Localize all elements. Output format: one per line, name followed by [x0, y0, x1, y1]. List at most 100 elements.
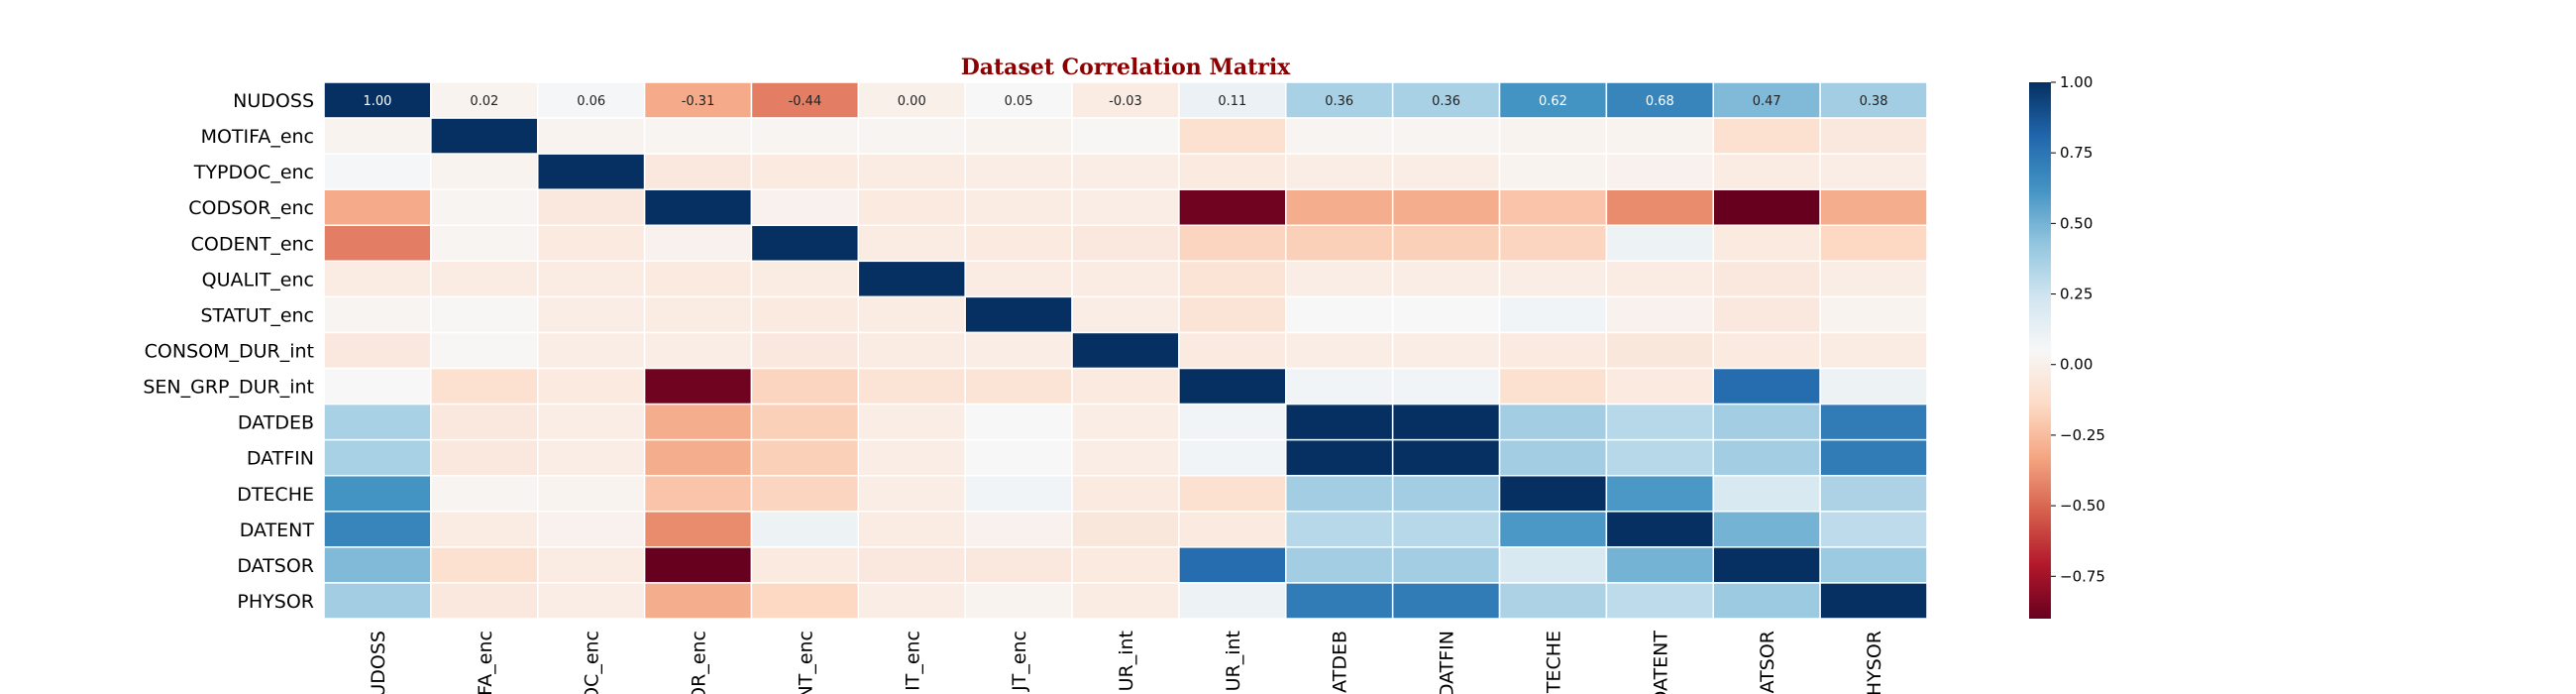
- cell-annotation: 0.47: [1753, 94, 1781, 109]
- heatmap-cell: [323, 260, 432, 298]
- heatmap-cell: [1712, 224, 1821, 263]
- heatmap-cell: [750, 403, 860, 441]
- heatmap-cell: [323, 224, 432, 263]
- heatmap-cell: [1498, 438, 1608, 477]
- heatmap-cell: [1391, 474, 1501, 513]
- heatmap-cell: [1178, 117, 1287, 155]
- x-tick-label: IT_enc: [902, 631, 923, 691]
- heatmap-cell: [323, 367, 432, 405]
- heatmap-cell: [1605, 295, 1715, 334]
- cell-annotation: -0.03: [1109, 94, 1142, 109]
- heatmap-cell: [323, 81, 432, 119]
- heatmap-cell: [1498, 153, 1608, 190]
- heatmap-cell: [1819, 438, 1928, 477]
- heatmap-cell: [643, 188, 753, 227]
- heatmap-cell: [857, 260, 966, 298]
- heatmap-cell: [536, 474, 646, 513]
- x-axis-tick-labels: UDOSS FA_enc OC_enc OR_enc NT_enc IT_enc JT_en…: [368, 631, 1885, 694]
- colorbar-tick-label: 1.00: [2060, 73, 2093, 91]
- heatmap-cell: [1712, 295, 1821, 334]
- colorbar-tick-label: 0.25: [2060, 286, 2093, 303]
- heatmap-cell: [1285, 367, 1394, 405]
- cell-annotation: -0.44: [789, 94, 822, 109]
- heatmap-cell: [1712, 582, 1821, 620]
- heatmap-cell: [323, 582, 432, 620]
- heatmap-cell: [750, 117, 860, 155]
- heatmap-cell: [1391, 260, 1501, 298]
- heatmap-cell: [1605, 474, 1715, 513]
- heatmap-cell: [536, 224, 646, 263]
- heatmap-cell: [323, 188, 432, 227]
- heatmap-cell: [643, 511, 753, 548]
- heatmap-cell: [1071, 403, 1180, 441]
- x-tick-label: TECHE: [1543, 631, 1564, 694]
- heatmap-cell: [430, 331, 539, 370]
- cell-annotation: 0.02: [470, 94, 498, 109]
- heatmap-cell: [1498, 188, 1608, 227]
- heatmap-cell: [1391, 331, 1501, 370]
- heatmap-cell: [1605, 582, 1715, 620]
- heatmap-cell: [1605, 511, 1715, 548]
- heatmap-cell: [964, 188, 1073, 227]
- heatmap-cell: [857, 546, 966, 584]
- cell-annotation: 0.00: [898, 94, 926, 109]
- heatmap-cell: [857, 153, 966, 190]
- heatmap-cell: [857, 224, 966, 263]
- heatmap-cell: [1391, 188, 1501, 227]
- heatmap-cell: [1712, 367, 1821, 405]
- x-tick-label: DATENT: [1650, 631, 1671, 694]
- heatmap-cell: [857, 117, 966, 155]
- heatmap-cell: [643, 295, 753, 334]
- y-tick-label: SEN_GRP_DUR_int: [143, 377, 314, 399]
- colorbar-tick-label: 0.75: [2060, 144, 2093, 162]
- heatmap-cell: [1071, 546, 1180, 584]
- heatmap-cell: [857, 367, 966, 405]
- heatmap-cell: [1071, 188, 1180, 227]
- heatmap-cell: [1391, 403, 1501, 441]
- heatmap-cell: [1605, 546, 1715, 584]
- heatmap-cells: [323, 81, 1928, 620]
- heatmap-cell: [1391, 582, 1501, 620]
- heatmap-cell: [857, 331, 966, 370]
- heatmap-cell: [1712, 403, 1821, 441]
- heatmap-cell: [1071, 582, 1180, 620]
- heatmap-cell: [1712, 260, 1821, 298]
- cell-annotation: 0.62: [1539, 94, 1567, 109]
- heatmap-cell: [857, 188, 966, 227]
- heatmap-cell: [430, 367, 539, 405]
- heatmap-cell: [1285, 295, 1394, 334]
- heatmap-cell: [1819, 367, 1928, 405]
- y-tick-label: QUALIT_enc: [202, 269, 314, 290]
- heatmap-cell: [1498, 117, 1608, 155]
- heatmap-cell: [323, 511, 432, 548]
- heatmap-cell: [1178, 331, 1287, 370]
- heatmap-cell: [750, 438, 860, 477]
- heatmap-cell: [643, 260, 753, 298]
- heatmap-cell: [1498, 474, 1608, 513]
- heatmap-cell: [536, 188, 646, 227]
- heatmap-cell: [1285, 474, 1394, 513]
- heatmap-cell: [1178, 188, 1287, 227]
- heatmap-cell: [323, 403, 432, 441]
- heatmap-cell: [1498, 81, 1608, 119]
- y-tick-label: TYPDOC_enc: [193, 162, 314, 183]
- heatmap-cell: [1819, 260, 1928, 298]
- heatmap-cell: [1285, 260, 1394, 298]
- heatmap-cell: [1285, 546, 1394, 584]
- cell-annotation: 0.68: [1646, 94, 1674, 109]
- colorbar-tick-label: −0.25: [2060, 426, 2105, 444]
- heatmap-cell: [323, 546, 432, 584]
- colorbar-tick-label: 0.50: [2060, 214, 2093, 232]
- heatmap-cell: [1819, 331, 1928, 370]
- heatmap-cell: [1285, 224, 1394, 263]
- heatmap-cell: [1712, 438, 1821, 477]
- heatmap-cell: [643, 224, 753, 263]
- heatmap-cell: [750, 511, 860, 548]
- heatmap-cell: [1819, 403, 1928, 441]
- chart-title: Dataset Correlation Matrix: [961, 55, 1291, 80]
- heatmap-cell: [1819, 295, 1928, 334]
- y-tick-label: NUDOSS: [233, 90, 314, 112]
- x-tick-label: DATFIN: [1437, 631, 1458, 694]
- heatmap-cell: [536, 438, 646, 477]
